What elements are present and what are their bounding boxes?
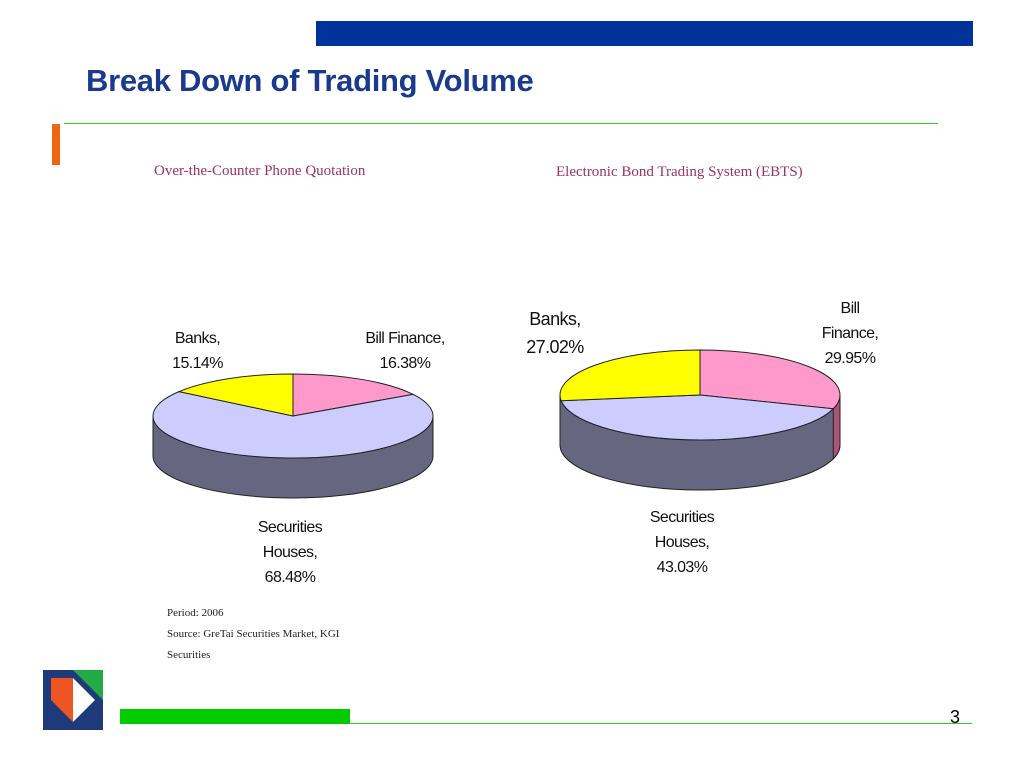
label-otc-banks: Banks, 15.14% bbox=[172, 330, 223, 372]
note-source-cont: Securities bbox=[167, 649, 211, 661]
page-title: Break Down of Trading Volume bbox=[86, 63, 534, 98]
pie-1-slice-securities-houses bbox=[560, 394, 835, 441]
label-otc-securities-houses: Securities Houses, 68.48% bbox=[257, 519, 323, 586]
footer-divider bbox=[350, 723, 972, 724]
note-source: Source: GreTai Securities Market, KGI bbox=[167, 628, 340, 640]
pie-1-slice-bill-finance bbox=[699, 349, 841, 410]
footer-green-bar bbox=[120, 709, 350, 724]
note-period: Period: 2006 bbox=[167, 607, 224, 619]
pie-0-slice-banks bbox=[177, 373, 294, 417]
notes-block: Period: 2006 Source: GreTai Securities M… bbox=[167, 603, 339, 666]
label-otc-bill-finance: Bill Finance, 16.38% bbox=[365, 330, 445, 372]
title-divider bbox=[64, 123, 938, 124]
chart-title-ebts: Electronic Bond Trading System (EBTS) bbox=[556, 164, 803, 180]
orange-accent-mark bbox=[52, 124, 60, 165]
pie-0 bbox=[152, 373, 434, 499]
pie-0-slice-bill-finance bbox=[292, 373, 415, 417]
label-ebts-bill-finance: Bill Finance, 29.95% bbox=[821, 300, 879, 367]
header-accent-bar bbox=[316, 21, 973, 46]
chart-title-otc: Over-the-Counter Phone Quotation bbox=[154, 163, 366, 179]
pie-0-slice-securities-houses bbox=[152, 391, 434, 459]
label-ebts-securities-houses: Securities Houses, 43.03% bbox=[649, 509, 715, 576]
company-logo-icon bbox=[43, 670, 103, 730]
pie-1 bbox=[559, 349, 841, 491]
page-number: 3 bbox=[950, 707, 961, 727]
pie-1-slice-banks bbox=[559, 349, 701, 402]
label-ebts-banks: Banks, 27.02% bbox=[526, 309, 584, 357]
